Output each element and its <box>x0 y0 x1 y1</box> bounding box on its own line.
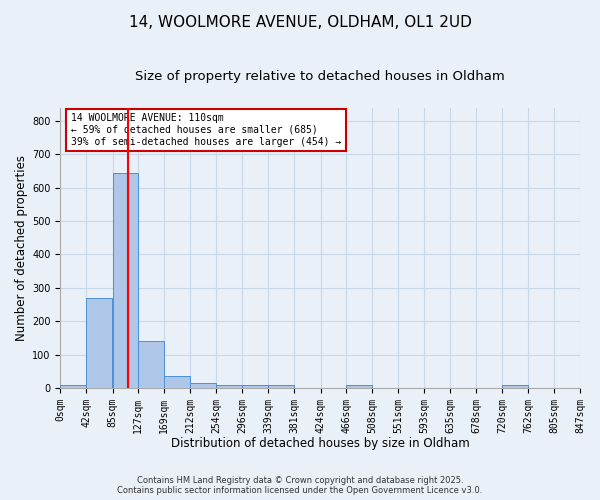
Bar <box>346 385 372 388</box>
Bar <box>61 385 86 388</box>
Bar <box>268 385 294 388</box>
Title: Size of property relative to detached houses in Oldham: Size of property relative to detached ho… <box>136 70 505 83</box>
Y-axis label: Number of detached properties: Number of detached properties <box>15 155 28 341</box>
Bar <box>502 385 528 388</box>
Bar <box>138 341 164 388</box>
Text: 14, WOOLMORE AVENUE, OLDHAM, OL1 2UD: 14, WOOLMORE AVENUE, OLDHAM, OL1 2UD <box>128 15 472 30</box>
Bar <box>190 383 216 388</box>
Bar <box>216 384 242 388</box>
Bar <box>113 173 138 388</box>
Bar <box>164 376 190 388</box>
Text: Contains HM Land Registry data © Crown copyright and database right 2025.
Contai: Contains HM Land Registry data © Crown c… <box>118 476 482 495</box>
Bar <box>86 298 112 388</box>
Bar <box>242 385 268 388</box>
X-axis label: Distribution of detached houses by size in Oldham: Distribution of detached houses by size … <box>171 437 470 450</box>
Text: 14 WOOLMORE AVENUE: 110sqm
← 59% of detached houses are smaller (685)
39% of sem: 14 WOOLMORE AVENUE: 110sqm ← 59% of deta… <box>71 114 341 146</box>
